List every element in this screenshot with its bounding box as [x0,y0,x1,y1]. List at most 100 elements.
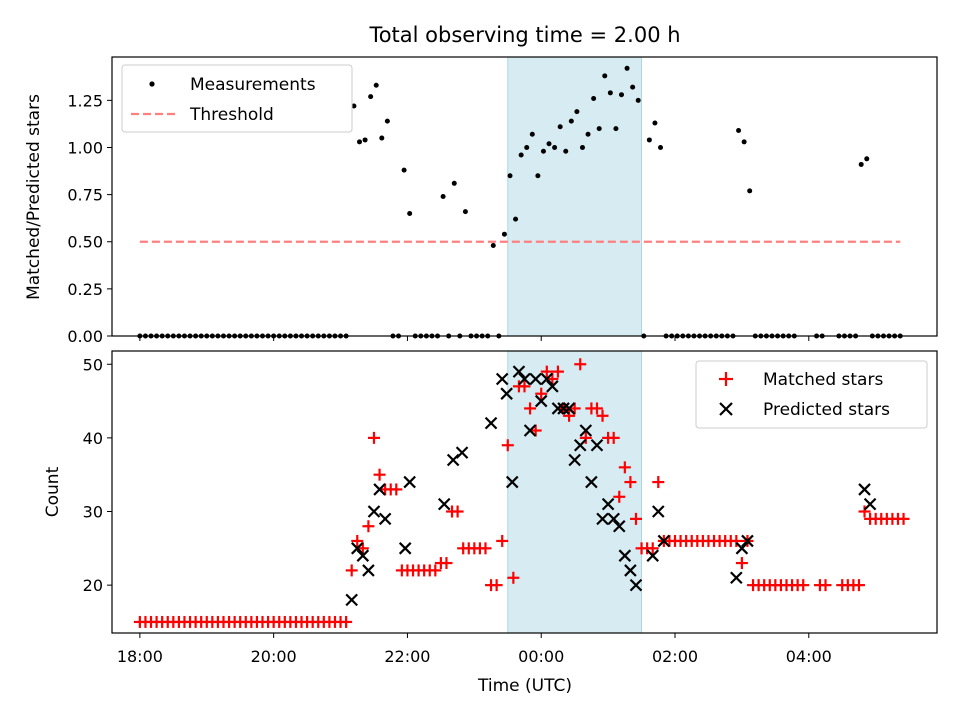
predicted-point-12 [484,416,498,430]
matched-point-46 [390,483,403,496]
predicted-point-16 [512,365,526,378]
measurement-point-109 [747,188,753,194]
predicted-point-11 [455,446,469,459]
measurement-point-108 [741,139,747,145]
measurement-point-48 [407,210,413,216]
measurement-point-71 [535,173,541,179]
measurement-point-80 [585,131,591,137]
measurement-point-66 [507,173,513,179]
predicted-point-26 [568,453,581,467]
predicted-point-4 [367,505,381,518]
matched-point-78 [568,402,581,415]
predicted-point-37 [629,578,643,592]
top-y-tick-label: 0.50 [67,233,103,252]
predicted-point-19 [529,372,542,386]
predicted-point-35 [618,549,632,562]
measurement-point-44 [384,118,390,124]
legend-predicted-label: Predicted stars [763,400,890,420]
matched-point-79 [574,358,587,371]
matched-point-65 [496,534,509,547]
matched-point-73 [540,365,553,378]
predicted-point-24 [557,402,570,415]
top-y-tick-label: 1.25 [67,91,103,110]
bottom-x-axis: 18:00 20:00 22:00 00:00 02:00 04:00 [117,633,832,666]
predicted-point-21 [540,372,554,386]
top-y-axis-label: Matched/Predicted stars [24,94,44,300]
measurement-point-68 [518,152,524,158]
measurement-point-73 [546,141,552,147]
matched-point-72 [535,387,548,400]
measurement-point-39 [357,139,362,145]
bottom-matched-points [133,358,910,628]
measurement-point-43 [379,135,385,141]
predicted-point-13 [495,372,509,386]
predicted-point-38 [646,549,659,562]
predicted-point-43 [741,534,754,548]
predicted-point-8 [403,475,416,489]
predicted-point-42 [735,542,749,555]
predicted-point-1 [350,542,364,555]
measurement-point-76 [563,148,569,154]
bottom-x-tick-label: 04:00 [786,647,832,666]
predicted-point-34 [612,519,626,533]
matched-point-88 [624,476,637,489]
measurement-point-91 [646,137,652,143]
measurement-point-79 [579,144,585,150]
top-axes-frame [111,56,938,337]
bottom-x-tick-label: 20:00 [251,647,297,666]
measurement-point-87 [624,65,630,71]
bottom-x-tick-label: 02:00 [652,647,698,666]
predicted-point-5 [373,483,386,496]
measurement-point-54 [440,194,446,199]
bottom-y-tick-label: 50 [83,355,103,374]
predicted-point-14 [500,387,513,400]
measurement-point-124 [858,161,864,167]
predicted-point-23 [551,402,565,415]
predicted-point-30 [590,438,604,452]
matched-point-66 [501,439,514,452]
matched-point-53 [429,564,442,577]
bottom-legend: Matched stars Predicted stars [695,360,928,429]
predicted-point-15 [505,475,519,489]
matched-point-64 [490,579,503,592]
predicted-point-9 [437,497,451,511]
bottom-y-tick-label: 30 [83,503,103,522]
predicted-point-39 [652,505,665,518]
legend-predicted-marker [719,402,733,416]
legend-measurements-label: Measurements [190,75,316,95]
predicted-point-41 [730,571,743,585]
measurement-point-89 [635,97,641,103]
matched-point-93 [652,476,665,489]
measurement-point-58 [462,209,468,215]
measurement-point-72 [540,148,546,154]
predicted-point-6 [378,512,392,526]
matched-point-69 [518,380,531,393]
matched-point-71 [529,424,542,437]
measurement-point-47 [401,167,407,173]
bottom-predicted-points [345,365,877,607]
top-y-axis: 0.00 0.25 0.50 0.75 1.00 1.25 [67,91,112,346]
measurement-point-84 [607,90,613,96]
matched-point-37 [340,615,353,628]
matched-point-39 [351,534,364,547]
measurement-point-83 [602,73,608,79]
matched-point-40 [356,542,369,555]
legend-threshold-label: Threshold [189,105,274,125]
matched-point-43 [373,468,386,481]
predicted-point-25 [562,402,576,415]
measurement-point-82 [596,126,602,132]
matched-point-57 [451,505,464,518]
matched-point-42 [367,431,380,444]
top-x-ticks [139,336,810,341]
matched-point-70 [524,402,537,415]
predicted-point-29 [585,475,598,489]
legend-measurements-marker [149,81,155,87]
bottom-y-tick-label: 20 [83,576,103,595]
bottom-y-axis-label: Count [43,466,63,517]
predicted-point-22 [546,380,559,393]
top-chart-title: Total observing time = 2.00 h [368,23,680,47]
top-legend-frame [121,64,353,133]
matched-point-89 [629,512,642,525]
